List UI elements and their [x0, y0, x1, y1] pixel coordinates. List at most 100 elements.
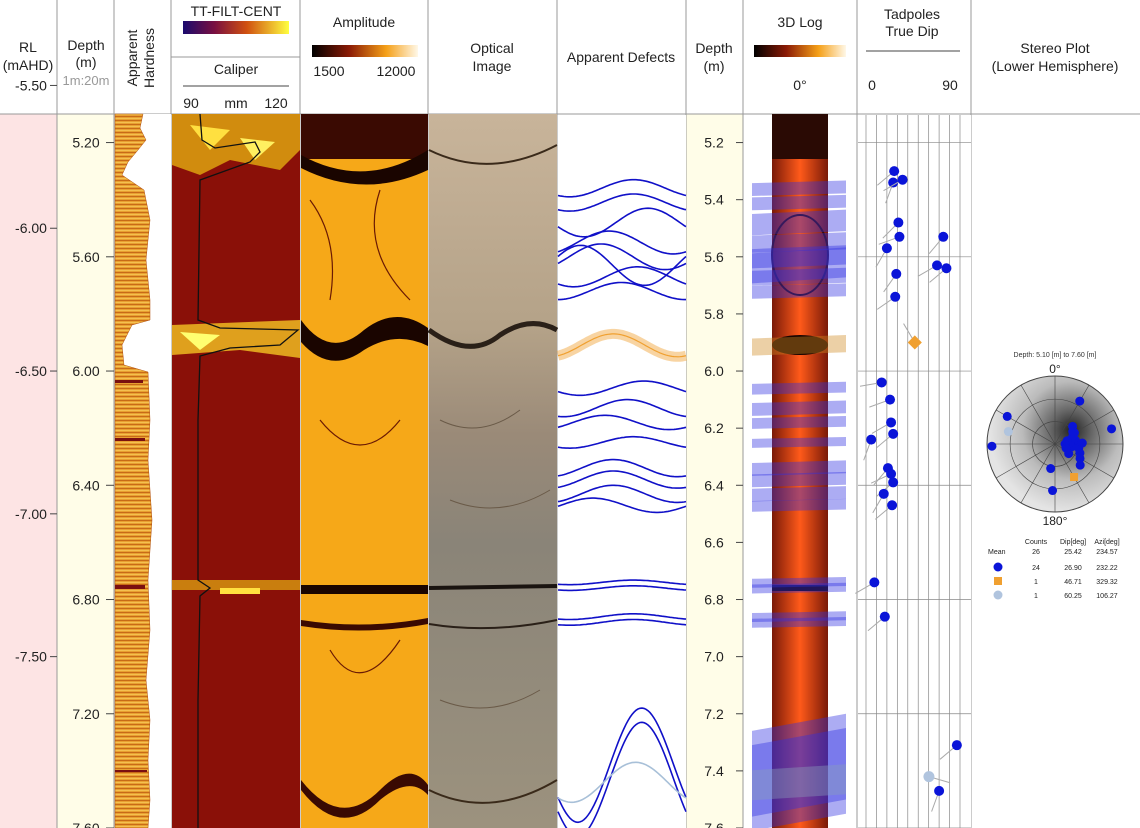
depth2-tick-label: 5.2: [704, 135, 724, 151]
log3d-plane: [752, 611, 846, 623]
stereo-pole: [1046, 464, 1056, 474]
stereo-range: Depth: 5.10 [m] to 7.60 [m]: [1014, 352, 1097, 359]
tadpole-point: [886, 417, 897, 428]
row-mean-azi: 234.57: [1096, 549, 1118, 556]
row-light-dip: 60.25: [1064, 593, 1082, 600]
tadpole-point: [888, 428, 899, 439]
log3d-plane: [752, 460, 846, 476]
defect-trace: [557, 178, 687, 198]
log3d-plane: [752, 267, 846, 286]
stereo-spoke: [1020, 384, 1056, 445]
tadpole-point: [878, 488, 889, 499]
log3d-plane: [752, 381, 846, 395]
caliper-curve: [197, 113, 300, 828]
defect-trace: [557, 470, 687, 489]
tadpole-point: [888, 477, 899, 488]
amplitude-colorbar: [312, 45, 418, 57]
depth-tick-label: 5.60: [72, 249, 99, 265]
stereo-pole-light: [1003, 427, 1013, 437]
tadpole-point: [876, 377, 887, 388]
log3d-planes: [752, 180, 846, 828]
stereo-pole: [1075, 396, 1085, 406]
tadpole-point: [897, 174, 908, 185]
tadpole-point: [893, 217, 904, 228]
log3d-plane: [752, 728, 846, 828]
headers: RL (mAHD) Depth (m) 1m:20m Apparent Hard…: [3, 3, 1119, 111]
stereo-pole: [1075, 460, 1085, 470]
log3d-plane: [752, 616, 846, 628]
rl-tick-label: -7.50: [15, 649, 47, 665]
depth-header-line1: Depth: [67, 37, 104, 53]
tadpole-point: [951, 740, 962, 751]
defect-trace: [558, 281, 686, 301]
stereo-header-line2: (Lower Hemisphere): [992, 58, 1119, 74]
table-row-blue: 24 26.90 232.22: [993, 562, 1118, 572]
tadpole-track: [858, 115, 971, 828]
defect-trace: [557, 380, 687, 397]
depth-tick-label: 7.60: [72, 820, 99, 828]
depth-tick-label: 7.20: [72, 706, 99, 722]
rl-track: [0, 114, 57, 828]
defect-trace-edge: [557, 333, 687, 358]
row-orange-dip: 46.71: [1064, 579, 1082, 586]
depth2-tick-label: 6.2: [704, 420, 724, 436]
depth2-header-line2: (m): [704, 58, 725, 74]
stereo-table: Counts Dip[deg] Azi[deg] Mean 26 25.42 2…: [988, 539, 1120, 600]
row-blue-counts: 24: [1032, 565, 1040, 572]
depth2-tick-label: 7.6: [704, 820, 724, 828]
ttfilt-track: [172, 113, 300, 828]
tadpole-markers: [855, 166, 962, 812]
table-row-mean: Mean 26 25.42 234.57: [988, 549, 1118, 556]
tadpole-point: [891, 268, 902, 279]
log3d-plane: [752, 471, 846, 488]
depth-tick-label: 5.20: [72, 135, 99, 151]
rl-header-line1: RL: [19, 39, 37, 55]
hardness-header-line2: Hardness: [141, 28, 157, 88]
log3d-plane: [752, 283, 846, 299]
amp-min: 1500: [313, 63, 344, 79]
defect-trace: [557, 618, 687, 626]
log3d-plane: [752, 400, 846, 416]
tadpole-point: [886, 468, 897, 479]
log3d-plane: [752, 194, 846, 211]
defect-trace: [557, 243, 687, 271]
table-row-orange: 1 46.71 329.32: [994, 577, 1118, 586]
defect-sinusoids: [556, 178, 687, 828]
depth2-tick-label: 5.6: [704, 249, 724, 265]
stereo-poles: [987, 396, 1117, 496]
depth2-track: [686, 114, 743, 828]
stereo-south: 180°: [1043, 514, 1068, 528]
defect-trace: [557, 579, 687, 586]
optical-track: [427, 114, 559, 828]
depth2-tick-label: 7.4: [704, 763, 724, 779]
defects-header: Apparent Defects: [567, 49, 675, 65]
depth2-tick-label: 6.4: [704, 477, 724, 493]
hardness-track: [114, 113, 171, 828]
row-mean-label: Mean: [988, 549, 1006, 556]
tadpole-point: [934, 785, 945, 796]
stereo-pole-square: [1070, 473, 1079, 482]
log3d-plane: [752, 180, 846, 196]
tadpole-point: [938, 231, 949, 242]
amp-max: 12000: [377, 63, 416, 79]
defect-trace: [557, 266, 687, 288]
caliper-max: 120: [264, 95, 288, 111]
depth2-tick-label: 6.6: [704, 534, 724, 550]
defect-trace: [557, 414, 687, 431]
log3d-plane: [752, 245, 846, 269]
tadpole-point: [879, 611, 890, 622]
depth-tick-label: 6.80: [72, 592, 99, 608]
tadpoles-header-line1: Tadpoles: [884, 6, 940, 22]
tadpole-point: [885, 394, 896, 405]
optical-header-line2: Image: [473, 58, 512, 74]
stereo-pole: [1075, 453, 1085, 463]
defect-trace: [557, 613, 687, 621]
log3d-plane: [752, 582, 846, 594]
stereo-spoke: [1020, 443, 1056, 504]
row-orange-counts: 1: [1034, 579, 1038, 586]
amplitude-track: [301, 114, 428, 828]
tad-min: 0: [868, 77, 876, 93]
log3d-plane: [752, 232, 846, 253]
log3d-plane: [752, 713, 846, 817]
